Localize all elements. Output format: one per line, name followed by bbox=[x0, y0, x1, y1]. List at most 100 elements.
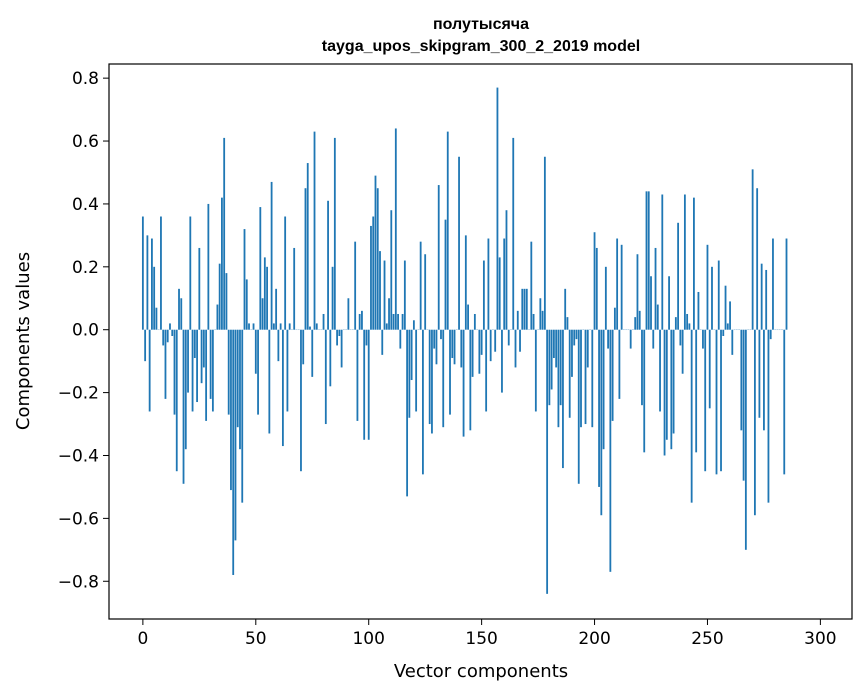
x-tick-label: 200 bbox=[578, 629, 610, 649]
bar-221 bbox=[641, 329, 643, 406]
bar-256 bbox=[720, 329, 722, 472]
bar-243 bbox=[690, 329, 693, 503]
y-tick-label: −0.2 bbox=[58, 384, 99, 404]
bar-64 bbox=[286, 329, 289, 412]
bar-124 bbox=[422, 329, 424, 475]
bar-18 bbox=[182, 329, 185, 484]
bar-70 bbox=[300, 329, 302, 472]
bar-248 bbox=[702, 329, 704, 349]
bar-199 bbox=[591, 329, 594, 428]
bar-85 bbox=[333, 137, 336, 330]
bar-83 bbox=[329, 329, 332, 387]
bar-224 bbox=[647, 191, 650, 330]
bar-173 bbox=[532, 313, 535, 330]
bar-241 bbox=[686, 313, 689, 330]
bar-206 bbox=[607, 329, 609, 349]
bar-21 bbox=[189, 216, 192, 330]
bar-12 bbox=[169, 323, 171, 330]
bar-74 bbox=[309, 326, 311, 330]
bar-149 bbox=[478, 329, 481, 374]
bar-76 bbox=[313, 131, 316, 330]
bar-182 bbox=[552, 329, 555, 359]
bar-207 bbox=[609, 329, 612, 572]
bar-271 bbox=[753, 329, 756, 516]
bar-15 bbox=[175, 329, 178, 472]
bar-73 bbox=[306, 163, 309, 330]
bar-178 bbox=[543, 156, 546, 330]
bar-9 bbox=[162, 329, 165, 346]
bar-141 bbox=[460, 329, 463, 368]
bar-180 bbox=[548, 329, 551, 406]
bar-49 bbox=[252, 323, 255, 330]
bar-58 bbox=[272, 323, 275, 330]
bar-200 bbox=[593, 232, 596, 330]
bar-177 bbox=[541, 310, 544, 330]
bar-204 bbox=[602, 329, 605, 450]
bar-61 bbox=[279, 323, 282, 330]
bar-5 bbox=[153, 266, 156, 330]
bar-186 bbox=[562, 329, 564, 469]
bar-99 bbox=[365, 329, 368, 346]
bar-107 bbox=[383, 260, 386, 330]
bar-81 bbox=[324, 329, 327, 425]
bar-86 bbox=[336, 329, 338, 346]
bar-228 bbox=[656, 304, 659, 330]
bar-116 bbox=[403, 260, 406, 330]
bar-143 bbox=[464, 235, 467, 330]
bar-38 bbox=[227, 329, 230, 415]
bar-239 bbox=[681, 329, 684, 374]
bar-112 bbox=[394, 128, 397, 330]
bar-162 bbox=[507, 329, 510, 346]
bar-185 bbox=[559, 329, 562, 406]
bar-167 bbox=[519, 329, 521, 352]
y-axis-label: Components values bbox=[13, 252, 34, 430]
bar-11 bbox=[166, 329, 169, 343]
y-axis-ticks: −0.8 −0.6 −0.4 −0.2 0.0 0.2 0.4 0.6 0.8 bbox=[58, 69, 109, 592]
bar-176 bbox=[539, 298, 542, 330]
bar-105 bbox=[379, 251, 381, 330]
bar-205 bbox=[604, 266, 607, 330]
bar-181 bbox=[550, 329, 553, 390]
bar-174 bbox=[534, 329, 537, 412]
bar-35 bbox=[221, 197, 223, 330]
bar-127 bbox=[428, 329, 431, 425]
bar-134 bbox=[444, 219, 447, 330]
bar-150 bbox=[480, 329, 483, 355]
bar-121 bbox=[415, 329, 418, 412]
bar-164 bbox=[512, 137, 515, 330]
bar-267 bbox=[744, 329, 747, 550]
bar-197 bbox=[586, 329, 589, 368]
bar-103 bbox=[374, 175, 377, 330]
chart-title: полутысяча bbox=[433, 16, 529, 33]
bar-184 bbox=[557, 329, 560, 428]
y-tick-label: 0.2 bbox=[72, 258, 99, 278]
bar-232 bbox=[665, 329, 668, 440]
bar-229 bbox=[659, 329, 661, 412]
bar-50 bbox=[254, 329, 257, 374]
bar-219 bbox=[636, 254, 639, 330]
bar-17 bbox=[180, 298, 183, 330]
bar-19 bbox=[184, 329, 187, 450]
bar-223 bbox=[645, 191, 648, 330]
x-tick-label: 250 bbox=[691, 629, 723, 649]
bar-153 bbox=[487, 238, 490, 330]
bar-238 bbox=[679, 329, 682, 346]
bar-125 bbox=[424, 254, 427, 330]
bar-111 bbox=[392, 313, 395, 330]
bar-285 bbox=[785, 238, 788, 330]
x-tick-label: 0 bbox=[137, 629, 148, 649]
bar-45 bbox=[243, 229, 246, 330]
bar-108 bbox=[385, 323, 388, 330]
bar-275 bbox=[763, 329, 765, 431]
bar-94 bbox=[354, 241, 357, 330]
bar-159 bbox=[501, 329, 503, 393]
plot-frame bbox=[108, 63, 853, 620]
bar-63 bbox=[284, 216, 287, 330]
bar-2 bbox=[146, 235, 149, 330]
bar-56 bbox=[268, 329, 271, 434]
bar-23 bbox=[193, 329, 196, 359]
bar-190 bbox=[571, 329, 573, 377]
bar-132 bbox=[440, 329, 442, 340]
